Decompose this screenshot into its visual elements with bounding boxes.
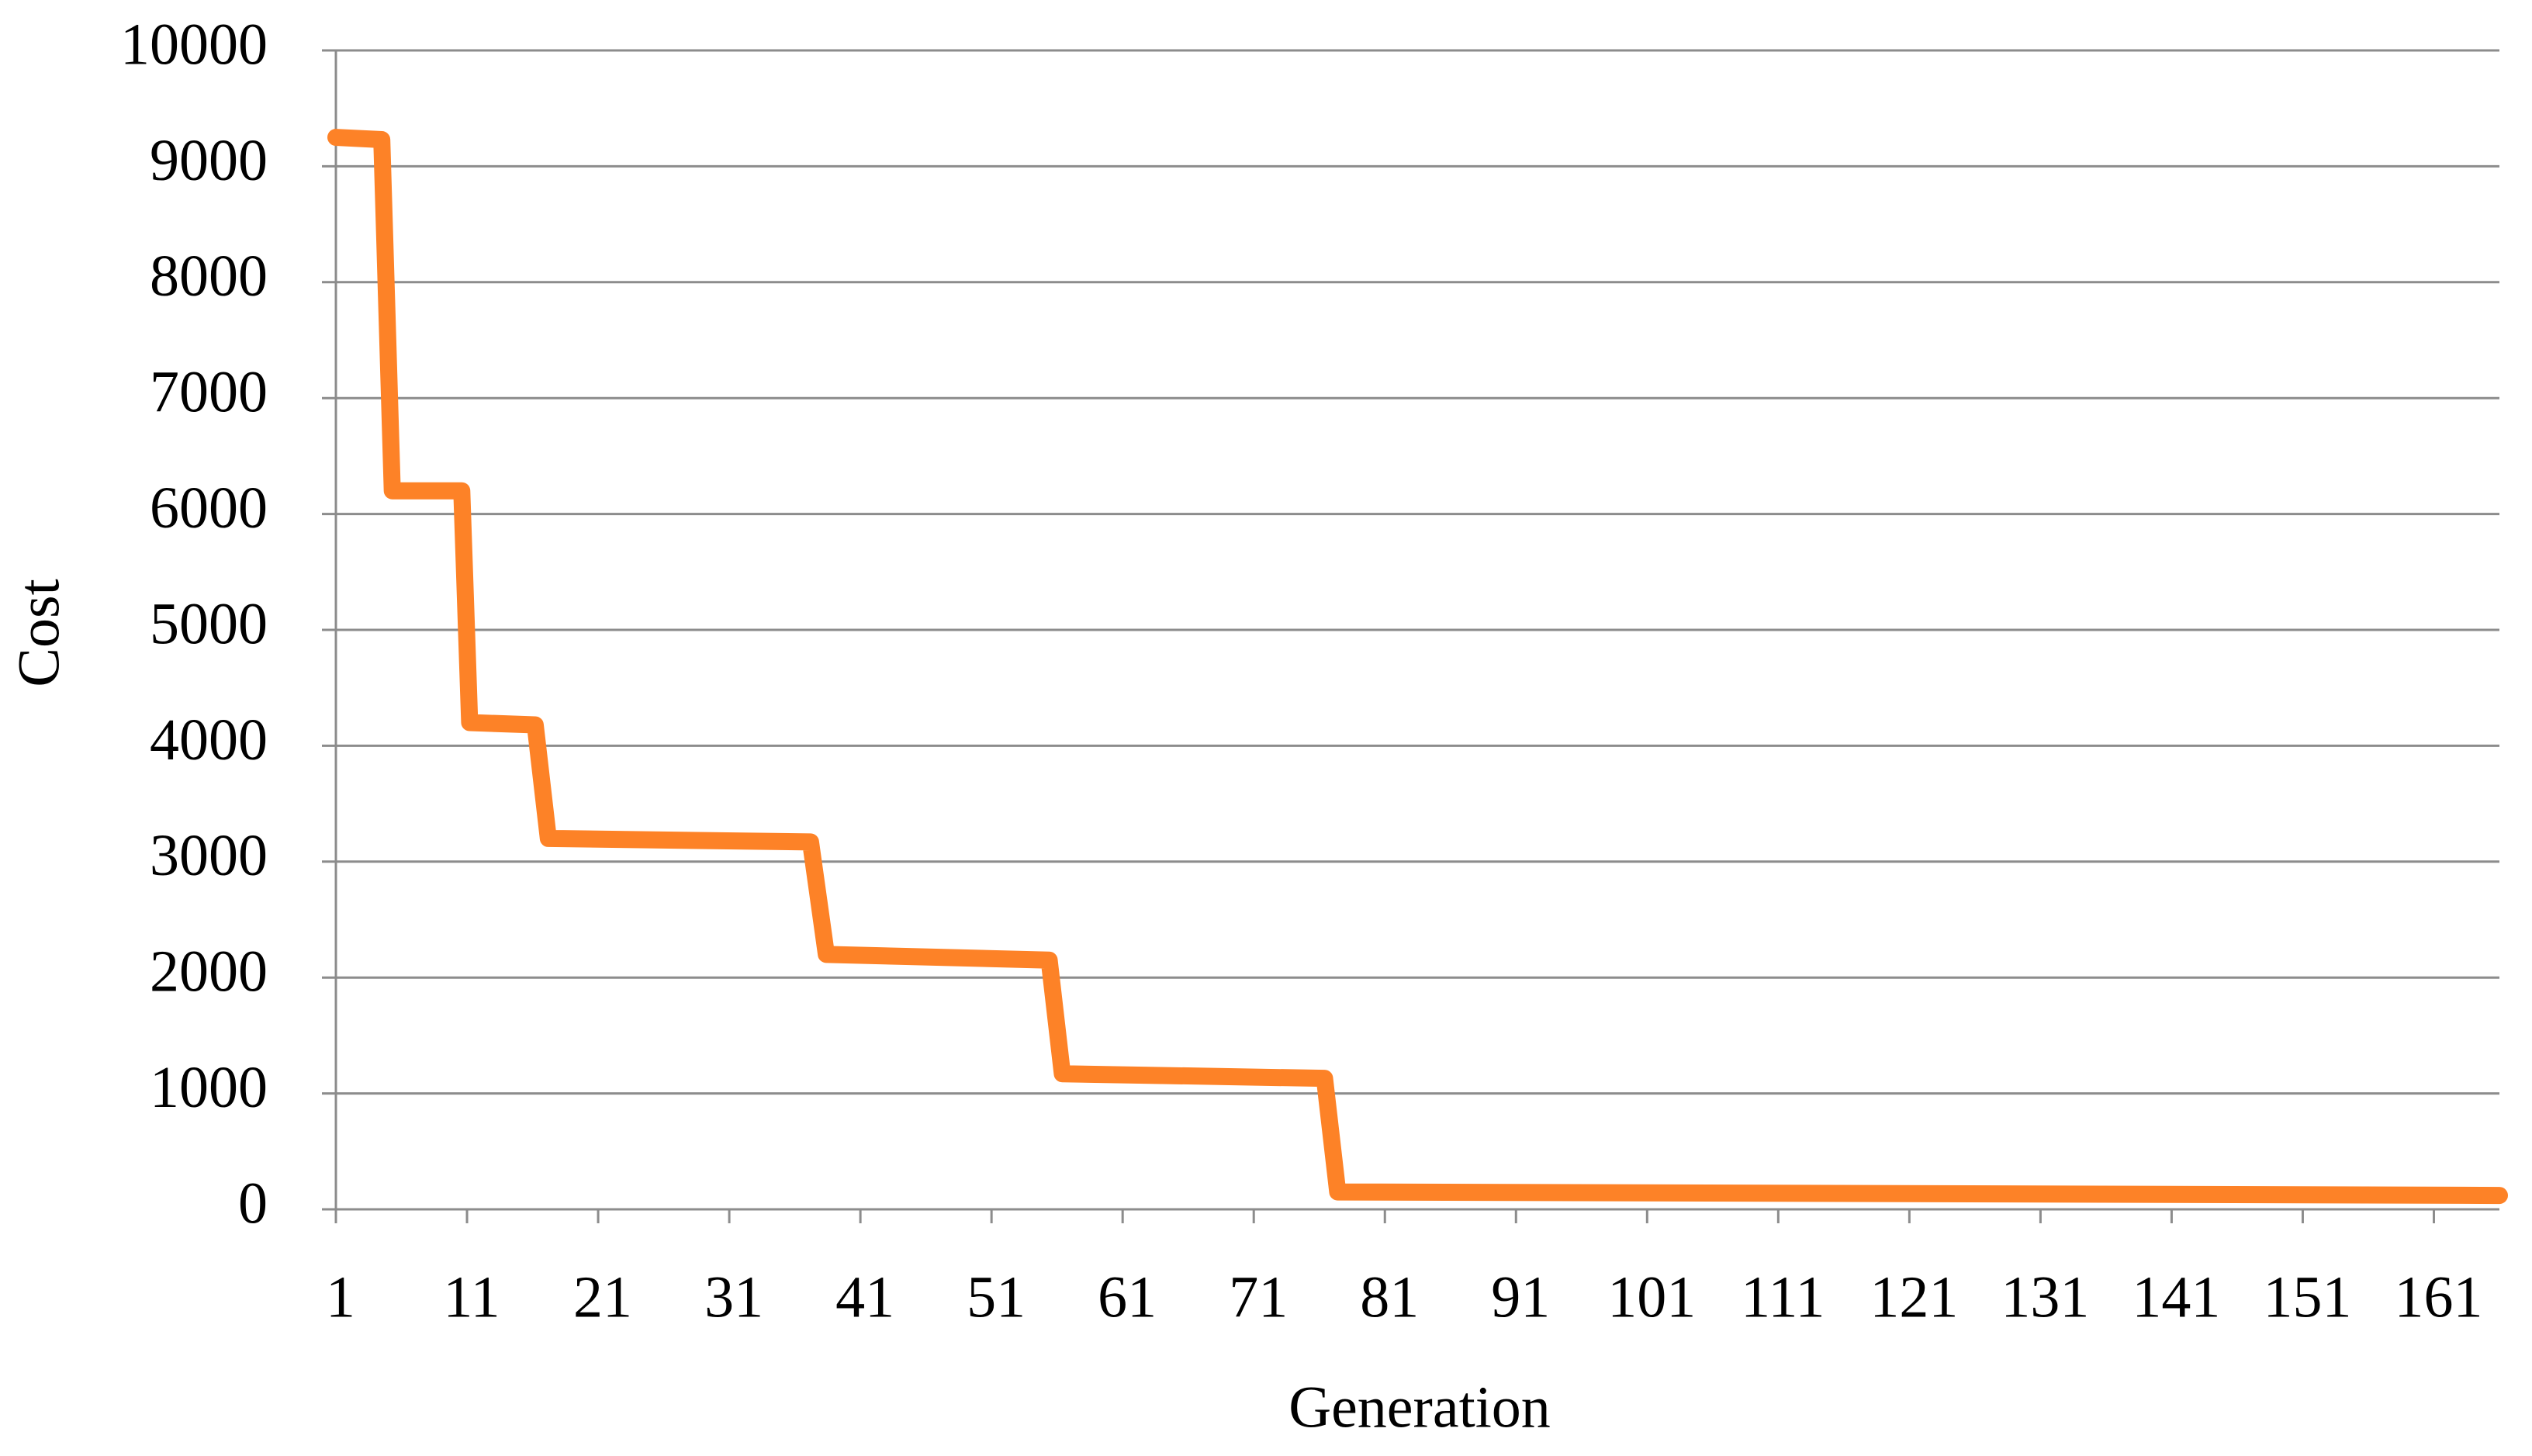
y-axis-title: Cost [6,579,71,686]
x-tick-label: 11 [443,1264,500,1330]
x-tick-label: 101 [1607,1264,1696,1330]
y-tick-label: 3000 [150,823,268,888]
x-tick-label: 21 [573,1264,632,1330]
y-tick-label: 1000 [150,1055,268,1120]
x-tick-label: 71 [1229,1264,1288,1330]
y-tick-label: 7000 [150,360,268,425]
y-tick-label: 6000 [150,476,268,541]
x-tick-label: 161 [2394,1264,2482,1330]
x-tick-label: 141 [2132,1264,2220,1330]
y-tick-label: 2000 [150,939,268,1005]
x-tick-label: 121 [1870,1264,1958,1330]
x-tick-label: 31 [704,1264,763,1330]
x-tick-label: 131 [2001,1264,2089,1330]
x-axis-title: Generation [1288,1375,1551,1440]
x-tick-label: 81 [1360,1264,1419,1330]
x-tick-label: 61 [1098,1264,1157,1330]
y-tick-label: 9000 [150,128,268,193]
x-tick-label: 111 [1741,1264,1825,1330]
y-tick-label: 8000 [150,244,268,309]
y-tick-label: 0 [238,1171,268,1236]
y-tick-label: 10000 [120,12,268,77]
x-tick-label: 51 [967,1264,1026,1330]
x-tick-label: 41 [835,1264,894,1330]
y-tick-label: 4000 [150,707,268,773]
series-line [327,129,2508,1205]
x-tick-label: 151 [2263,1264,2351,1330]
x-tick-label: 91 [1491,1264,1550,1330]
y-tick-label: 5000 [150,591,268,656]
x-tick-label: 1 [326,1264,355,1330]
